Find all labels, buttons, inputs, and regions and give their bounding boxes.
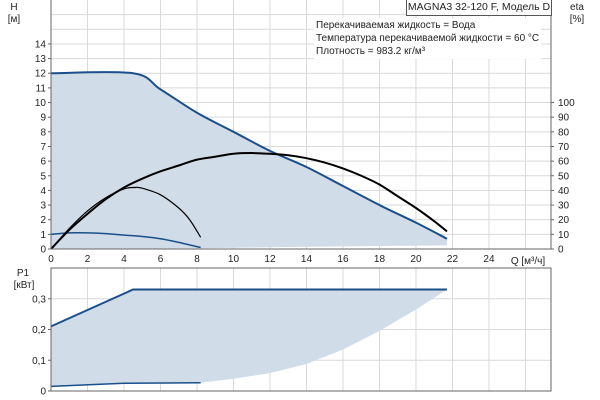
q-tick-label: 14 bbox=[301, 254, 313, 265]
h-axis-label: H bbox=[10, 2, 18, 13]
q-tick-label: 22 bbox=[447, 254, 459, 265]
p1-axis-unit: [кВт] bbox=[13, 280, 35, 291]
q-tick-label: 4 bbox=[121, 254, 127, 265]
h-tick-label: 10 bbox=[35, 98, 47, 109]
h-tick-label: 5 bbox=[40, 171, 46, 182]
temperature-line: Температура перекачиваемой жидкости = 60… bbox=[316, 33, 540, 44]
operating-range-area bbox=[51, 72, 447, 249]
h-tick-label: 9 bbox=[40, 113, 46, 124]
h-tick-label: 14 bbox=[35, 39, 47, 50]
h-tick-label: 7 bbox=[40, 142, 46, 153]
p1-tick-label: 0,1 bbox=[32, 356, 46, 367]
eta-tick-label: 70 bbox=[558, 142, 570, 153]
eta-tick-label: 40 bbox=[558, 186, 570, 197]
q-tick-label: 2 bbox=[85, 254, 91, 265]
H-min-curve bbox=[50, 231, 201, 249]
eta-tick-label: 0 bbox=[558, 245, 564, 256]
q-tick-label: 16 bbox=[337, 254, 349, 265]
q-tick-label: 24 bbox=[483, 254, 495, 265]
eta-tick-label: 30 bbox=[558, 201, 570, 212]
h-tick-label: 6 bbox=[40, 157, 46, 168]
eta-tick-label: 100 bbox=[558, 98, 575, 109]
p1-tick-label: 0,2 bbox=[32, 325, 46, 336]
h-axis-unit: [м] bbox=[7, 14, 21, 25]
h-tick-label: 3 bbox=[40, 201, 46, 212]
fluid-line: Перекачиваемая жидкость = Вода bbox=[316, 20, 476, 31]
power-range-area bbox=[51, 289, 447, 387]
eta-tick-label: 80 bbox=[558, 127, 570, 138]
eta-min-curve bbox=[50, 186, 202, 250]
h-tick-label: 8 bbox=[40, 127, 46, 138]
pump-model-title: MAGNA3 32-120 F, Модель D bbox=[406, 0, 552, 16]
p1-tick-label: 0,3 bbox=[32, 294, 46, 305]
fluid-info: Перекачиваемая жидкость = Вода Температу… bbox=[314, 18, 542, 59]
h-tick-label: 13 bbox=[35, 54, 47, 65]
h-tick-label: 12 bbox=[35, 69, 47, 80]
eta-tick-label: 50 bbox=[558, 171, 570, 182]
P1-max-curve bbox=[50, 288, 447, 328]
h-tick-label: 0 bbox=[40, 245, 46, 256]
q-tick-label: 20 bbox=[410, 254, 422, 265]
h-tick-label: 2 bbox=[40, 215, 46, 226]
H-max-curve bbox=[50, 71, 448, 240]
q-tick-label: 8 bbox=[194, 254, 200, 265]
q-tick-label: 6 bbox=[158, 254, 164, 265]
eta-axis-label: eta bbox=[570, 2, 584, 13]
eta-tick-label: 10 bbox=[558, 230, 570, 241]
q-tick-label: 10 bbox=[228, 254, 240, 265]
p1-axis-label: P1 bbox=[16, 268, 30, 279]
q-tick-label: 18 bbox=[374, 254, 386, 265]
eta-axis-unit: [%] bbox=[569, 14, 585, 25]
eta-tick-label: 20 bbox=[558, 215, 570, 226]
eta-tick-label: 60 bbox=[558, 157, 570, 168]
q-axis-label: Q [м³/ч] bbox=[510, 256, 546, 267]
density-line: Плотность = 983.2 кг/м³ bbox=[316, 46, 426, 57]
q-tick-label: 0 bbox=[48, 254, 54, 265]
h-tick-label: 11 bbox=[36, 83, 47, 94]
h-tick-label: 4 bbox=[40, 186, 46, 197]
p1-tick-label: 0 bbox=[40, 387, 46, 398]
h-tick-label: 1 bbox=[40, 230, 46, 241]
P1-min-curve bbox=[50, 381, 201, 388]
eta-tick-label: 90 bbox=[558, 113, 570, 124]
q-tick-label: 12 bbox=[264, 254, 276, 265]
